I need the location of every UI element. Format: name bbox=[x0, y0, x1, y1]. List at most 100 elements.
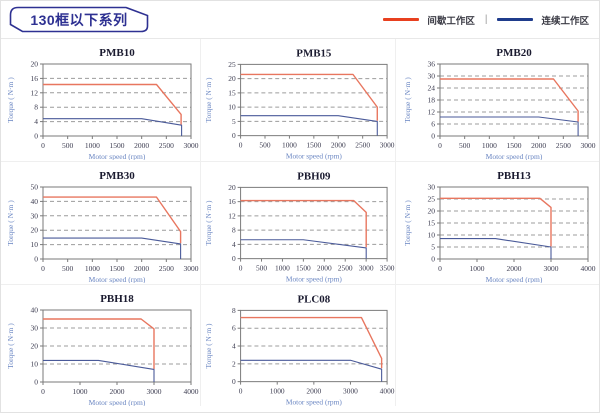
y-tick-label: 12 bbox=[427, 108, 435, 117]
y-tick-label: 30 bbox=[30, 324, 38, 333]
y-tick-label: 30 bbox=[427, 183, 435, 192]
plot-frame bbox=[42, 186, 191, 260]
y-tick-label: 0 bbox=[232, 254, 236, 263]
chart-figure: 0 500 1000 1500 2000 2500 3000 0 4 8 12 16 20 PMB10 Mo… bbox=[6, 47, 199, 160]
intermittent-curve bbox=[240, 316, 383, 369]
x-axis-label: Motor speed (rpm) bbox=[88, 275, 145, 283]
x-tick-label: 1000 bbox=[481, 141, 496, 150]
x-tick-label: 0 bbox=[41, 387, 45, 396]
plot-frame bbox=[240, 186, 388, 260]
x-tick-label: 2000 bbox=[306, 387, 321, 396]
x-tick-label: 3000 bbox=[543, 264, 558, 273]
x-tick-label: 0 bbox=[41, 141, 45, 150]
continuous-curve bbox=[240, 115, 378, 136]
x-axis-label: Motor speed (rpm) bbox=[88, 398, 145, 406]
x-tick-label: 2500 bbox=[158, 264, 173, 273]
y-tick-label: 4 bbox=[232, 341, 236, 350]
y-tick-label: 10 bbox=[30, 240, 38, 249]
x-axis-label: Motor speed (rpm) bbox=[485, 275, 542, 283]
x-axis-label: Motor speed (rpm) bbox=[286, 397, 342, 406]
x-tick-label: 0 bbox=[239, 264, 243, 273]
x-tick-label: 500 bbox=[259, 141, 270, 150]
x-tick-label: 4000 bbox=[380, 387, 395, 396]
legend-label-continuous: 连续工作区 bbox=[541, 15, 589, 27]
x-tick-label: 500 bbox=[62, 264, 74, 273]
x-axis-label: Motor speed (rpm) bbox=[88, 152, 145, 160]
y-tick-label: 8 bbox=[232, 306, 236, 315]
y-axis-label: Torque ( N·m ) bbox=[6, 323, 15, 369]
x-tick-label: 1500 bbox=[109, 141, 124, 150]
x-tick-label: 500 bbox=[62, 141, 74, 150]
chart-cell: 0 1000 2000 3000 4000 0 2 4 6 8 PLC08 Motor speed (… bbox=[201, 285, 396, 406]
y-tick-label: 20 bbox=[228, 74, 236, 83]
y-tick-label: 20 bbox=[30, 60, 38, 69]
x-tick-label: 2500 bbox=[158, 141, 173, 150]
x-tick-label: 1000 bbox=[84, 141, 99, 150]
x-tick-label: 1000 bbox=[270, 387, 285, 396]
chart-cell: 0 1000 2000 3000 4000 0 5 10 15 20 25 30 PBH13 Motor … bbox=[396, 162, 599, 285]
chart-cell: 0 500 1000 1500 2000 2500 3000 0 10 20 30 40 50 PMB30… bbox=[1, 162, 201, 285]
y-tick-label: 6 bbox=[232, 324, 236, 333]
x-tick-label: 0 bbox=[438, 264, 442, 273]
y-tick-label: 5 bbox=[431, 243, 435, 252]
y-tick-label: 10 bbox=[427, 231, 435, 240]
chart-figure: 0 500 1000 1500 2000 2500 3000 3500 0 4 8 12 16 20 PBH… bbox=[204, 170, 395, 283]
y-tick-label: 0 bbox=[34, 132, 38, 141]
continuous-curve bbox=[42, 359, 155, 382]
chart-figure: 0 1000 2000 3000 4000 0 5 10 15 20 25 30 PBH13 Motor … bbox=[403, 170, 596, 283]
chart-figure: 0 1000 2000 3000 4000 0 2 4 6 8 PLC08 Motor speed (… bbox=[204, 293, 395, 406]
y-tick-label: 30 bbox=[30, 211, 38, 220]
x-tick-label: 2000 bbox=[506, 264, 521, 273]
y-tick-label: 25 bbox=[228, 60, 236, 69]
chart-title: PMB30 bbox=[99, 170, 135, 182]
y-tick-label: 0 bbox=[232, 131, 236, 140]
x-tick-label: 2500 bbox=[338, 264, 353, 273]
y-tick-label: 0 bbox=[232, 377, 236, 386]
y-tick-label: 30 bbox=[427, 72, 435, 81]
x-tick-label: 3000 bbox=[359, 264, 374, 273]
continuous-curve bbox=[439, 116, 579, 136]
y-tick-label: 20 bbox=[228, 183, 236, 192]
x-tick-label: 1000 bbox=[275, 264, 290, 273]
x-tick-label: 3000 bbox=[380, 141, 395, 150]
y-tick-label: 10 bbox=[228, 103, 236, 112]
x-tick-label: 3000 bbox=[343, 387, 358, 396]
y-axis-label: Torque ( N·m ) bbox=[204, 77, 213, 122]
continuous-curve bbox=[240, 239, 367, 259]
y-tick-label: 0 bbox=[34, 255, 38, 264]
y-axis-label: Torque ( N·m ) bbox=[204, 200, 213, 245]
chart-figure: 0 500 1000 1500 2000 2500 3000 0 5 10 15 20 25 PMB15 M… bbox=[204, 47, 395, 160]
x-tick-label: 3000 bbox=[146, 387, 161, 396]
y-tick-label: 6 bbox=[431, 120, 435, 129]
series-title-box: 130框以下系列 bbox=[9, 6, 149, 33]
x-tick-label: 2000 bbox=[531, 141, 546, 150]
y-axis-label: Torque ( N·m ) bbox=[403, 200, 412, 246]
x-tick-label: 1500 bbox=[306, 141, 321, 150]
chart-cell: 0 1000 2000 3000 4000 0 10 20 30 40 PBH18 Motor spe… bbox=[1, 285, 201, 406]
y-tick-label: 15 bbox=[228, 88, 236, 97]
chart-title: PMB20 bbox=[496, 47, 532, 59]
x-tick-label: 2000 bbox=[109, 387, 124, 396]
x-axis-label: Motor speed (rpm) bbox=[286, 274, 342, 283]
y-tick-label: 8 bbox=[34, 103, 38, 112]
y-tick-label: 40 bbox=[30, 306, 38, 315]
x-tick-label: 0 bbox=[438, 141, 442, 150]
legend: 间歇工作区 | 连续工作区 bbox=[383, 13, 589, 27]
y-tick-label: 18 bbox=[427, 96, 435, 105]
continuous-curve bbox=[42, 118, 182, 136]
chart-cell: 0 500 1000 1500 2000 2500 3000 0 5 10 15 20 25 PMB15 M… bbox=[201, 39, 396, 162]
page-title: 130框以下系列 bbox=[30, 11, 128, 28]
intermittent-curve bbox=[439, 78, 579, 122]
x-tick-label: 4000 bbox=[183, 387, 198, 396]
x-tick-label: 4000 bbox=[580, 264, 595, 273]
y-tick-label: 20 bbox=[427, 207, 435, 216]
continuous-curve bbox=[439, 238, 552, 259]
x-tick-label: 1000 bbox=[282, 141, 297, 150]
chart-figure: 0 1000 2000 3000 4000 0 10 20 30 40 PBH18 Motor spe… bbox=[6, 293, 199, 406]
intermittent-curve bbox=[42, 318, 155, 369]
charts-grid: 0 500 1000 1500 2000 2500 3000 0 4 8 12 16 20 PMB10 Mo… bbox=[1, 39, 599, 406]
chart-cell: 0 500 1000 1500 2000 2500 3000 0 6 12 18 24 30 36 PMB2… bbox=[396, 39, 599, 162]
y-axis-label: Torque ( N·m ) bbox=[6, 77, 15, 123]
y-tick-label: 5 bbox=[232, 117, 236, 126]
